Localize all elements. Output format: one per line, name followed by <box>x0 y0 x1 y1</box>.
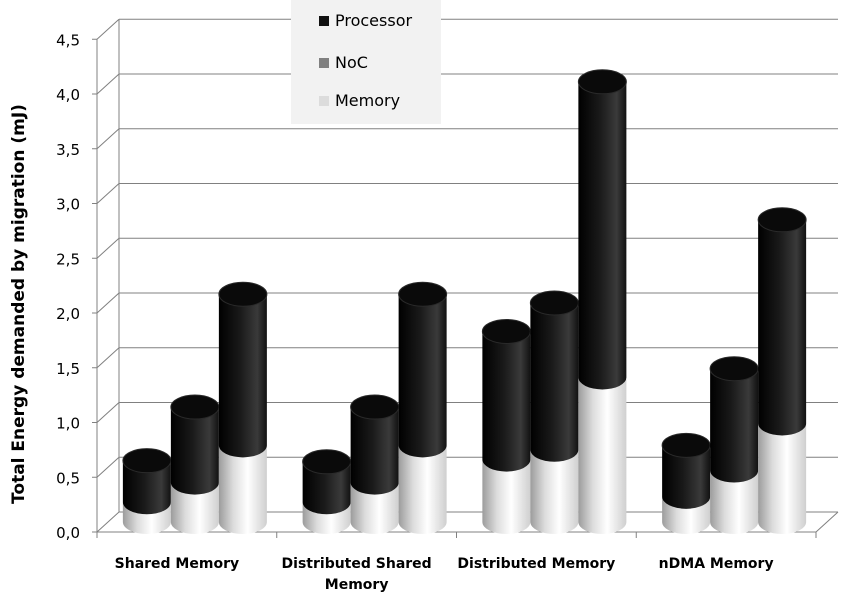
bar-segment-memory <box>218 445 267 534</box>
bar-segment-memory <box>758 423 807 534</box>
bar-segment-processor <box>662 445 711 509</box>
bar-top-cap <box>122 448 172 474</box>
bar-stack <box>398 281 448 534</box>
gridline-diagonal <box>96 511 120 533</box>
legend-swatch-noc <box>319 58 329 68</box>
bar-top-cap <box>398 281 448 307</box>
bar-top-cap <box>577 69 627 95</box>
bar-top-cap <box>302 449 352 475</box>
bar-segment-processor <box>218 294 267 458</box>
legend-swatch-processor <box>319 16 329 26</box>
bar-segment-memory <box>530 449 579 534</box>
bar-top-cap <box>481 318 531 344</box>
legend-label-processor: Processor <box>335 11 412 30</box>
bar-stack <box>122 448 172 534</box>
bar-segment-processor <box>302 461 351 515</box>
bar-top-cap <box>709 356 759 382</box>
bar-segment-processor <box>482 331 531 472</box>
bar-segment-processor <box>578 81 627 390</box>
y-tick-labels: 0,0 0,5 1,0 1,5 2,0 2,5 3,0 3,5 4,0 4,5 <box>56 31 80 542</box>
bar-stack <box>757 207 807 534</box>
gridline-diagonal <box>96 237 120 259</box>
bar-segment-processor <box>530 303 579 462</box>
bar-top-cap <box>661 432 711 458</box>
bar-segment-processor <box>758 219 807 436</box>
gridline-diagonal <box>96 73 120 95</box>
bar-segment-memory <box>710 470 759 534</box>
bar-segment-processor <box>170 407 219 495</box>
floor-edge <box>815 511 839 533</box>
legend-swatch-memory <box>319 96 329 106</box>
y-tick-label: 0,0 <box>56 524 80 542</box>
bar-segment-memory <box>302 502 351 534</box>
category-label: nDMA Memory <box>659 556 774 572</box>
gridline-diagonal <box>96 183 120 204</box>
gridline-diagonal <box>96 128 120 150</box>
category-label: Shared Memory <box>115 556 239 572</box>
bar-top-cap <box>218 281 268 307</box>
legend-box <box>291 0 441 124</box>
gridline-diagonal <box>96 292 120 314</box>
bar-segment-memory <box>482 459 531 534</box>
gridline-diagonal <box>96 347 120 369</box>
gridline-diagonal <box>96 18 120 40</box>
legend-label-noc: NoC <box>335 53 368 72</box>
y-tick-label: 0,5 <box>56 469 80 487</box>
gridline-diagonal <box>96 456 120 478</box>
bar-stack <box>577 69 627 534</box>
bar-segment-processor <box>398 294 447 458</box>
bars <box>122 69 807 534</box>
bar-segment-memory <box>398 445 447 534</box>
bar-stack <box>302 449 352 534</box>
y-tick-label: 4,5 <box>56 31 80 49</box>
bar-top-cap <box>350 394 400 420</box>
bar-segment-processor <box>710 368 759 483</box>
legend-label-memory: Memory <box>335 91 400 110</box>
y-tick-label: 2,0 <box>56 305 80 323</box>
gridline-diagonal <box>96 402 120 423</box>
bar-segment-processor <box>122 460 171 515</box>
bar-stack <box>661 432 711 534</box>
bar-top-cap <box>757 207 807 233</box>
y-tick-label: 3,5 <box>56 141 80 159</box>
bar-segment-memory <box>350 482 399 534</box>
y-tick-label: 2,5 <box>56 250 80 268</box>
bar-segment-processor <box>350 407 399 495</box>
category-label: Distributed Shared <box>282 556 432 572</box>
y-tick-label: 4,0 <box>56 86 80 104</box>
bar-segment-memory <box>170 482 219 534</box>
category-labels: Shared Memory Distributed Shared Memory Dis… <box>115 556 774 593</box>
bar-segment-memory <box>122 502 171 534</box>
bar-segment-memory <box>662 496 711 534</box>
category-label: Memory <box>325 577 389 593</box>
bar-segment-memory <box>578 377 627 534</box>
bar-stack <box>709 356 759 534</box>
category-label: Distributed Memory <box>457 556 615 572</box>
bar-top-cap <box>529 290 579 316</box>
y-axis-title: Total Energy demanded by migration (mJ) <box>9 104 29 504</box>
bar-top-cap <box>170 394 220 420</box>
y-tick-label: 1,0 <box>56 415 80 433</box>
bar-stack <box>529 290 579 534</box>
bar-stack <box>350 394 400 534</box>
bar-stack <box>481 318 531 534</box>
bar-stack <box>218 281 268 534</box>
legend: Processor NoC Memory <box>291 0 441 124</box>
y-tick-label: 3,0 <box>56 196 80 214</box>
bar-stack <box>170 394 220 534</box>
y-tick-label: 1,5 <box>56 360 80 378</box>
